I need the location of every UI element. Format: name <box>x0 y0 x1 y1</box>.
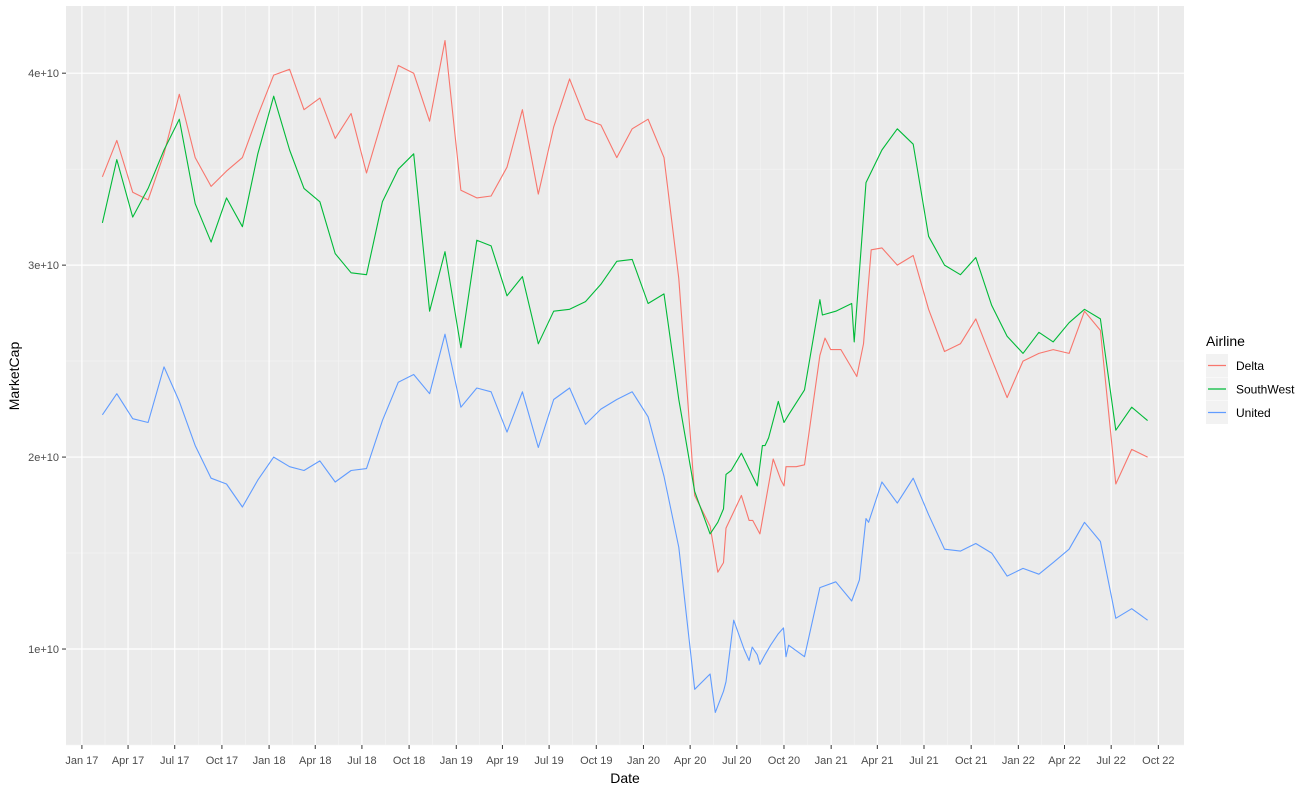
x-tick-label: Jul 21 <box>909 755 938 767</box>
series-line-united <box>101 333 1148 713</box>
y-axis-title: MarketCap <box>6 342 22 411</box>
x-tick-label: Oct 20 <box>768 755 800 767</box>
y-tick-label: 4e+10 <box>28 68 59 80</box>
x-tick-label: Jan 18 <box>253 755 286 767</box>
x-tick-label: Jul 19 <box>534 755 563 767</box>
x-tick-label: Jan 19 <box>440 755 473 767</box>
series-layer <box>101 40 1148 713</box>
x-tick-label: Jan 17 <box>65 755 98 767</box>
legend-label-southwest: SouthWest <box>1236 383 1295 397</box>
x-tick-label: Jul 18 <box>347 755 376 767</box>
y-tick-label: 2e+10 <box>28 452 59 464</box>
grid-minor <box>66 6 1184 746</box>
x-tick-label: Apr 20 <box>674 755 706 767</box>
legend: Airline Delta SouthWest United <box>1206 333 1295 424</box>
x-tick-label: Jan 21 <box>815 755 848 767</box>
x-tick-label: Jan 22 <box>1002 755 1035 767</box>
y-tick-label: 1e+10 <box>28 644 59 656</box>
x-tick-label: Oct 22 <box>1142 755 1174 767</box>
series-line-southwest <box>101 95 1148 535</box>
x-tick-label: Jul 17 <box>160 755 189 767</box>
grid-major <box>66 6 1184 745</box>
x-tick-label: Jul 22 <box>1096 755 1125 767</box>
series-line-delta <box>101 40 1148 573</box>
x-tick-label: Oct 17 <box>206 755 238 767</box>
x-tick-label: Jan 20 <box>627 755 660 767</box>
x-tick-label: Oct 19 <box>580 755 612 767</box>
y-axis: 1e+10 2e+10 3e+10 4e+10 <box>28 68 66 656</box>
x-tick-label: Apr 17 <box>112 755 144 767</box>
x-tick-label: Apr 18 <box>299 755 331 767</box>
x-tick-label: Apr 19 <box>486 755 518 767</box>
x-tick-label: Jul 20 <box>722 755 751 767</box>
x-tick-label: Oct 18 <box>393 755 425 767</box>
y-tick-label: 3e+10 <box>28 260 59 272</box>
x-axis-title: Date <box>610 770 640 786</box>
x-axis: Jan 17 Apr 17 Jul 17 Oct 17 Jan 18 Apr 18 Jul … <box>65 745 1175 767</box>
x-tick-label: Apr 22 <box>1048 755 1080 767</box>
x-tick-label: Apr 21 <box>861 755 893 767</box>
legend-keys: Delta SouthWest United <box>1206 354 1295 424</box>
legend-label-united: United <box>1236 406 1271 420</box>
legend-label-delta: Delta <box>1236 359 1264 373</box>
legend-title: Airline <box>1206 333 1245 349</box>
x-tick-label: Oct 21 <box>955 755 987 767</box>
